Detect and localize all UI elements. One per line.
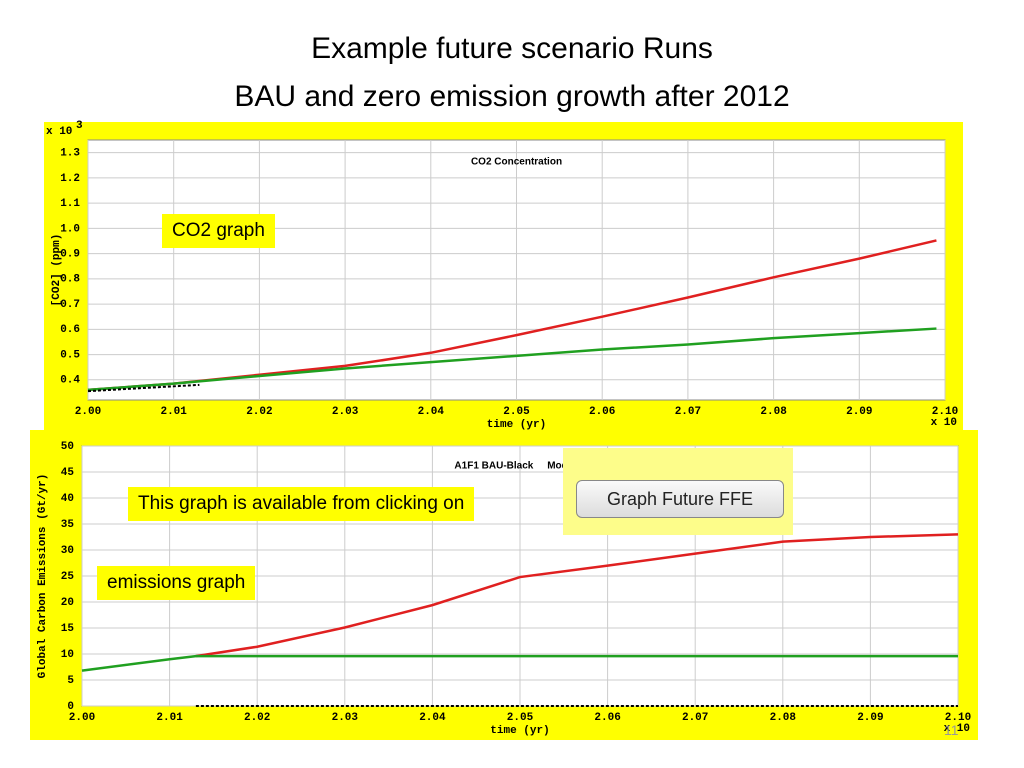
x-tick-label: 2.04	[419, 712, 446, 724]
y-tick-label: 40	[61, 493, 74, 505]
x-axis-label: time (yr)	[490, 725, 549, 737]
y-tick-label: 0.5	[60, 349, 80, 361]
x-tick-label: 2.07	[682, 712, 708, 724]
slide-subtitle: BAU and zero emission growth after 2012	[234, 80, 790, 113]
x-multiplier: x 10	[931, 417, 957, 429]
x-tick-label: 2.00	[75, 406, 101, 418]
x-tick-label: 2.07	[675, 406, 701, 418]
chart-title: CO2 Concentration	[471, 157, 562, 168]
x-tick-label: 2.10	[932, 406, 958, 418]
y-tick-label: 30	[61, 545, 74, 557]
x-tick-label: 2.10	[945, 712, 971, 724]
y-tick-label: 0.6	[60, 324, 80, 336]
x-tick-label: 2.01	[160, 406, 187, 418]
y-tick-label: 35	[61, 519, 75, 531]
y-multiplier: x 10	[46, 126, 72, 138]
y-tick-label: 15	[61, 623, 75, 635]
x-tick-label: 2.01	[156, 712, 183, 724]
x-tick-label: 2.03	[332, 712, 359, 724]
y-tick-label: 45	[61, 467, 75, 479]
x-tick-label: 2.08	[760, 406, 787, 418]
y-tick-label: 5	[67, 675, 74, 687]
slide-title: Example future scenario Runs	[311, 32, 713, 65]
y-exponent: 3	[76, 120, 83, 132]
data-line	[195, 533, 959, 658]
x-tick-label: 2.06	[589, 406, 615, 418]
annotation: This graph is available from clicking on	[128, 487, 475, 521]
y-tick-label: 10	[61, 649, 74, 661]
y-axis-label: Global Carbon Emissions (Gt/yr)	[37, 474, 49, 679]
y-tick-label: 1.1	[60, 198, 80, 210]
y-tick-label: 0	[67, 701, 74, 713]
x-tick-label: 2.03	[332, 406, 359, 418]
x-tick-label: 2.02	[246, 406, 272, 418]
x-tick-label: 2.00	[69, 712, 95, 724]
x-tick-label: 2.08	[770, 712, 797, 724]
y-tick-label: 1.2	[60, 173, 80, 185]
page-number: 11	[944, 722, 959, 738]
x-tick-label: 2.05	[507, 712, 534, 724]
y-tick-label: 25	[61, 571, 75, 583]
data-line	[81, 654, 958, 672]
annotation: emissions graph	[97, 566, 256, 600]
x-tick-label: 2.02	[244, 712, 270, 724]
y-tick-label: 1.3	[60, 148, 80, 160]
y-tick-label: 0.9	[60, 248, 80, 260]
data-line	[87, 327, 937, 392]
y-tick-label: 0.4	[60, 375, 80, 387]
x-tick-label: 2.09	[857, 712, 883, 724]
y-axis-label: [CO2] (ppm)	[51, 234, 63, 307]
x-tick-label: 2.04	[418, 406, 445, 418]
x-tick-label: 2.09	[846, 406, 872, 418]
y-tick-label: 50	[61, 441, 74, 453]
chart-title: A1F1 BAU-Black Model S	[454, 461, 585, 472]
graph-future-button[interactable]: Graph Future FFE	[576, 480, 784, 518]
y-tick-label: 20	[61, 597, 74, 609]
data-line	[87, 383, 200, 393]
y-tick-label: 0.7	[60, 299, 80, 311]
annotation: CO2 graph	[162, 214, 275, 248]
x-tick-label: 2.05	[503, 406, 530, 418]
x-axis-label: time (yr)	[487, 419, 546, 431]
y-tick-label: 0.8	[60, 274, 80, 286]
button-highlight: Graph Future FFE	[563, 448, 793, 535]
x-multiplier: x 10	[944, 723, 970, 735]
x-tick-label: 2.06	[594, 712, 620, 724]
y-tick-label: 1.0	[60, 223, 80, 235]
